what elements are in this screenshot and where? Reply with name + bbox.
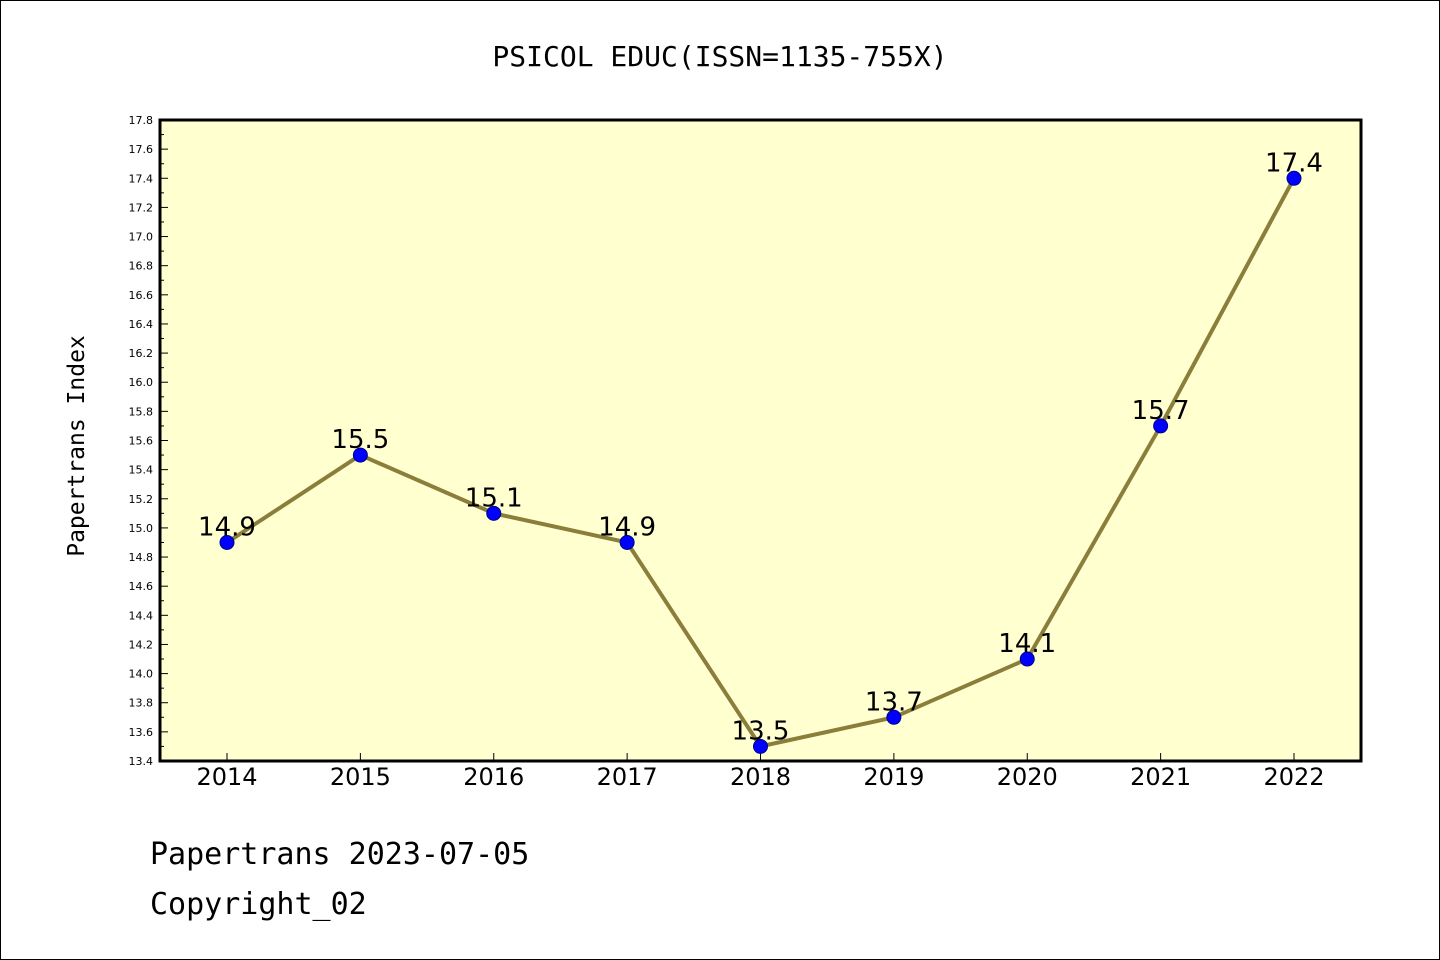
y-tick-label: 17.6 <box>129 143 154 156</box>
y-tick-label: 16.6 <box>129 289 154 302</box>
y-tick-label: 16.4 <box>129 318 154 331</box>
data-point-marker <box>753 738 768 754</box>
x-tick-label: 2020 <box>997 763 1058 791</box>
y-tick-label: 14.4 <box>129 609 154 622</box>
y-tick-label: 15.8 <box>129 405 154 418</box>
footer-date: Papertrans 2023-07-05 <box>150 837 529 872</box>
x-tick-label: 2022 <box>1263 763 1324 791</box>
data-point-label: 13.7 <box>865 687 923 717</box>
plot-border <box>158 118 1363 763</box>
data-point-marker <box>352 447 368 463</box>
data-point-label: 15.5 <box>331 425 389 455</box>
footer-copyright: Copyright_02 <box>150 887 367 922</box>
y-tick-label: 14.2 <box>129 638 154 651</box>
data-point-label: 15.7 <box>1132 396 1190 426</box>
y-tick-label: 16.2 <box>129 347 154 360</box>
plot-area <box>160 120 1361 761</box>
x-tick-label: 2016 <box>463 763 524 791</box>
y-axis-ticks: 13.4 13.6 13.8 14.0 14.2 14.4 14.6 14.8 15.0 15.2… <box>129 114 168 768</box>
data-point-label: 15.1 <box>465 483 523 513</box>
x-tick-label: 2015 <box>330 763 391 791</box>
data-point-marker <box>1153 418 1169 434</box>
data-point-label: 14.9 <box>598 512 656 542</box>
x-tick-label: 2019 <box>863 763 924 791</box>
data-point-label: 14.9 <box>198 512 256 542</box>
x-tick-label: 2014 <box>196 763 257 791</box>
y-tick-label: 14.6 <box>129 580 154 593</box>
data-point-label: 14.1 <box>998 629 1056 659</box>
chart-title: PSICOL EDUC(ISSN=1135-755X) <box>492 40 947 73</box>
data-markers <box>219 170 1302 754</box>
y-tick-label: 15.4 <box>129 464 154 477</box>
data-point-marker <box>486 505 502 521</box>
y-tick-label: 14.0 <box>129 668 154 681</box>
y-tick-label: 17.0 <box>129 231 154 244</box>
y-tick-label: 15.0 <box>129 522 154 535</box>
x-axis-ticks: 2014 2015 2016 2017 2018 2019 2020 2021 2022 <box>196 753 1325 791</box>
x-tick-label: 2017 <box>597 763 658 791</box>
y-tick-label: 17.2 <box>129 201 154 214</box>
data-point-marker <box>886 709 902 725</box>
data-point-label: 17.4 <box>1265 148 1323 178</box>
y-tick-label: 17.8 <box>129 114 154 127</box>
data-point-label: 13.5 <box>732 716 790 746</box>
y-tick-label: 14.8 <box>129 551 154 564</box>
y-tick-label: 13.6 <box>129 726 154 739</box>
y-tick-label: 13.4 <box>129 755 154 768</box>
x-tick-label: 2021 <box>1130 763 1191 791</box>
data-point-marker <box>1019 651 1035 667</box>
y-tick-label: 13.8 <box>129 697 154 710</box>
y-tick-label: 16.0 <box>129 376 154 389</box>
y-axis-label: Papertrans Index <box>64 335 90 557</box>
y-tick-label: 17.4 <box>129 172 154 185</box>
y-tick-label: 15.2 <box>129 493 154 506</box>
x-tick-label: 2018 <box>730 763 791 791</box>
y-tick-label: 15.6 <box>129 435 154 448</box>
data-labels: 14.9 15.5 15.1 14.9 13.5 13.7 14.1 15.7 17.4 <box>198 148 1323 746</box>
data-point-marker <box>1286 170 1302 186</box>
data-point-marker <box>619 534 635 550</box>
data-point-marker <box>219 534 235 550</box>
y-tick-label: 16.8 <box>129 260 154 273</box>
